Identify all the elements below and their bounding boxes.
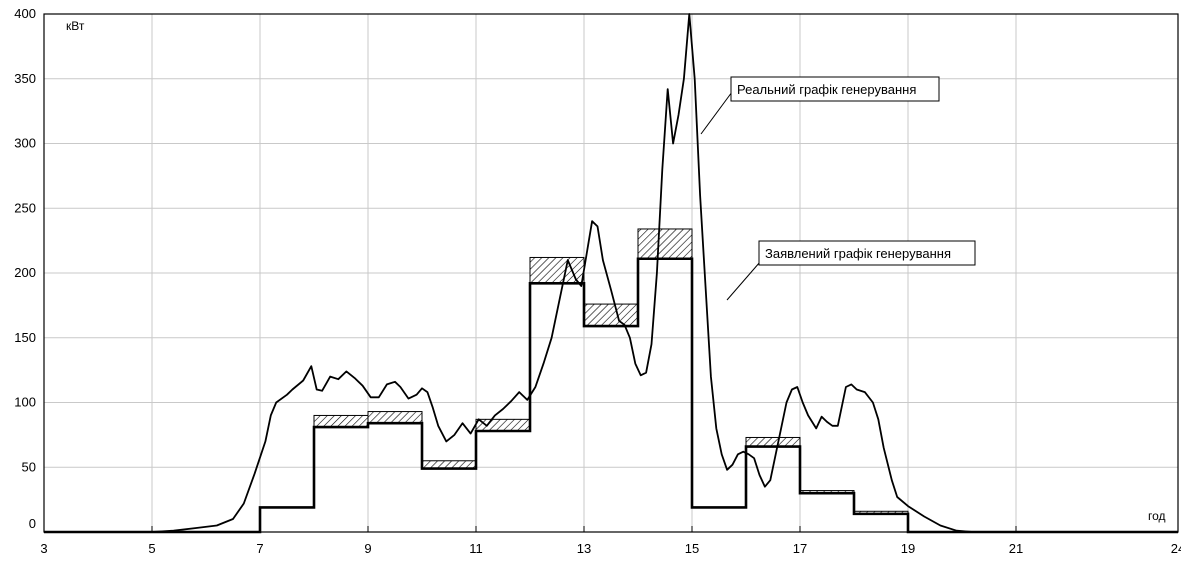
x-tick-label: 7	[256, 541, 263, 556]
y-tick-label: 400	[14, 6, 36, 21]
x-tick-label: 19	[901, 541, 915, 556]
y-tick-label: 150	[14, 330, 36, 345]
x-tick-label: 3	[40, 541, 47, 556]
x-axis-unit-label: год	[1148, 509, 1166, 523]
declared-band	[475, 418, 531, 432]
y-tick-label: 50	[22, 459, 36, 474]
real-line-series	[44, 13, 1178, 533]
real-generation-line	[44, 13, 1178, 533]
plot-frame	[43, 13, 1179, 533]
callout-real-generation: Реальний графік генерування	[700, 76, 940, 135]
callout-real-text: Реальний графік генерування	[737, 82, 916, 97]
x-tick-label: 5	[148, 541, 155, 556]
x-tick-label: 13	[577, 541, 591, 556]
y-tick-label: 250	[14, 200, 36, 215]
y-tick-label: 350	[14, 71, 36, 86]
x-tick-label: 15	[685, 541, 699, 556]
x-tick-label: 21	[1009, 541, 1023, 556]
x-tick-label: 9	[364, 541, 371, 556]
callout-declared-text: Заявлений графік генерування	[765, 246, 951, 261]
callout-real-leader	[700, 91, 733, 135]
y-tick-label: 100	[14, 395, 36, 410]
callout-real-box	[730, 76, 940, 102]
declared-band	[745, 436, 801, 448]
x-tick-label: 11	[469, 541, 483, 556]
y-tick-label: 200	[14, 265, 36, 280]
y-tick-label: 0	[29, 516, 36, 531]
declared-band	[313, 414, 369, 428]
callout-declared-box	[758, 240, 976, 266]
x-tick-label: 24	[1171, 541, 1181, 556]
declared-band	[367, 411, 423, 424]
declared-step-line	[44, 257, 1178, 534]
x-tick-label: 17	[793, 541, 807, 556]
declared-step-series	[44, 257, 1178, 534]
declared-hatched-bands	[313, 228, 909, 515]
y-tick-label: 300	[14, 136, 36, 151]
callout-declared-generation: Заявлений графік генерування	[726, 240, 976, 301]
declared-band	[583, 303, 639, 327]
tick-labels: 3 5 7 9 11 13 15 17 19 21 24 0 50 100 150 200 250 300 350 4…	[14, 6, 1181, 556]
grid	[43, 13, 1179, 533]
declared-band	[637, 228, 693, 260]
callout-declared-leader	[726, 261, 761, 301]
y-axis-unit-label: кВт	[66, 19, 85, 33]
